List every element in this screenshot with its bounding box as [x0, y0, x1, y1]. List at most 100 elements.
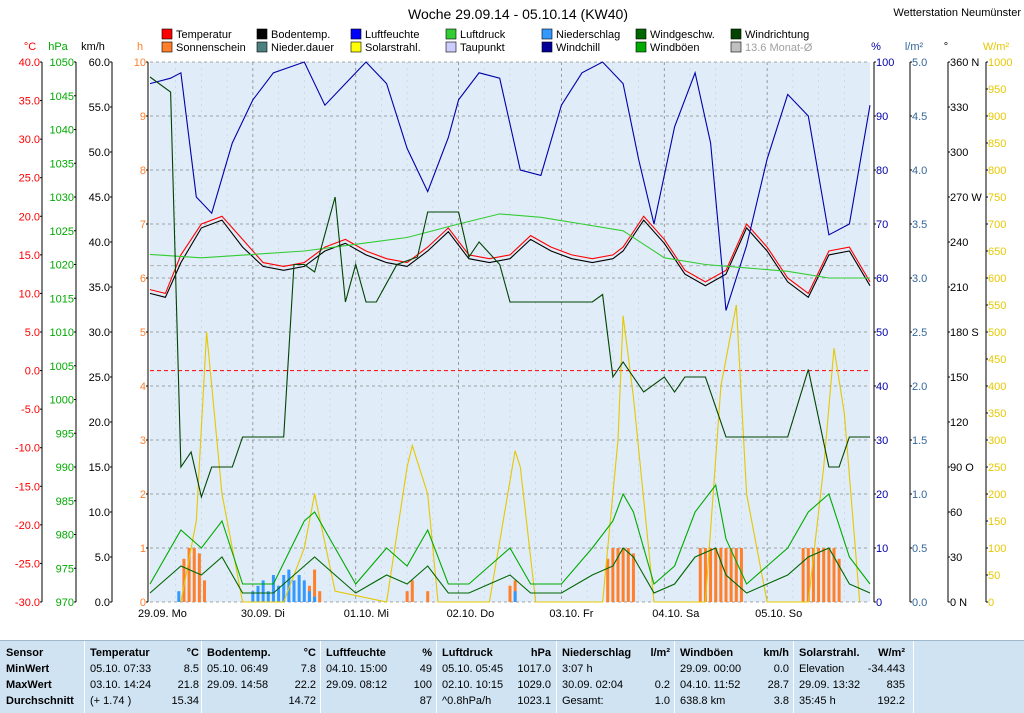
wind-unit-label: km/h — [81, 41, 105, 53]
humidity-tick-label: 80 — [876, 165, 888, 177]
stats-column-separator — [320, 641, 321, 713]
solar-tick-label: 600 — [988, 273, 1006, 285]
sun-tick-label: 2 — [140, 489, 146, 501]
pressure-tick-label: 1010 — [50, 327, 74, 339]
rain-tick-label: 3.5 — [912, 219, 927, 231]
stats-cell-label: 29.09. 08:12 — [326, 679, 388, 691]
stats-cell-value: 49 — [419, 663, 432, 675]
rain-tick-label: 4.5 — [912, 111, 927, 123]
temp-tick-label: -10.0 — [15, 443, 40, 455]
x-axis-labels: 29.09. Mo 30.09. Di 01.10. Mi 02.10. Do 03.1… — [138, 608, 802, 620]
line-windben — [149, 483, 871, 585]
stats-column-separator — [84, 641, 85, 713]
temp-tick-label: -30.0 — [15, 597, 40, 609]
bar-sonnenschein — [698, 548, 702, 602]
stats-column-title: Solarstrahl. — [799, 647, 860, 659]
stats-cell-value: 7.8 — [300, 663, 316, 675]
stats-cell-label: ^0.8hPa/h — [442, 695, 492, 707]
bar-sonnenschein — [734, 548, 738, 602]
statistics-table: Sensor MinWert MaxWert Durchschnitt Temperat… — [0, 640, 1024, 713]
humidity-tick-label: 40 — [876, 381, 888, 393]
stats-column-unit: °C — [303, 647, 316, 659]
bar-niederschlag — [256, 585, 260, 602]
wind-tick-label: 45.0 — [89, 192, 110, 204]
sun-tick-label: 7 — [140, 219, 146, 231]
stats-cell-value: 21.8 — [177, 679, 199, 691]
solar-tick-label: 1000 — [988, 57, 1012, 69]
bar-sonnenschein — [182, 558, 186, 602]
x-axis-label: 03.10. Fr — [549, 608, 593, 620]
stats-cell-value: 22.2 — [294, 679, 316, 691]
pressure-tick-label: 1035 — [50, 158, 74, 170]
humidity-tick-label: 0 — [876, 597, 882, 609]
stats-row-label: Durchschnitt — [6, 695, 74, 707]
stats-column-separator — [436, 641, 437, 713]
stats-cell-label: 05.10. 05:45 — [442, 663, 504, 675]
pressure-tick-label: 985 — [56, 496, 74, 508]
pressure-tick-label: 970 — [56, 597, 74, 609]
rain-tick-label: 4.0 — [912, 165, 927, 177]
wind-tick-label: 60.0 — [89, 57, 110, 69]
bar-sonnenschein — [806, 548, 810, 602]
temp-tick-label: 10.0 — [19, 288, 40, 300]
line-solarstrahl — [180, 304, 861, 603]
bar-sonnenschein — [729, 548, 733, 602]
line-series — [149, 61, 871, 603]
sun-tick-label: 3 — [140, 435, 146, 447]
temp-tick-label: 40.0 — [19, 57, 40, 69]
stats-column-title: Niederschlag — [562, 647, 632, 659]
bar-sonnenschein — [626, 548, 630, 602]
bar-sonnenschein — [837, 558, 841, 602]
temp-unit-label: °C — [24, 41, 36, 53]
pressure-tick-label: 990 — [56, 462, 74, 474]
bar-niederschlag — [313, 596, 317, 602]
stats-cell-value: 100 — [413, 679, 432, 691]
legend-label: Windböen — [650, 42, 700, 54]
stats-cell-value: 0.2 — [654, 679, 670, 691]
bar-sonnenschein — [508, 585, 512, 602]
legend-swatch — [256, 41, 268, 53]
legend-label: Luftdruck — [460, 29, 506, 41]
stats-column-unit: hPa — [530, 647, 551, 659]
rain-tick-label: 1.5 — [912, 435, 927, 447]
stats-column-separator — [201, 641, 202, 713]
rain-tick-label: 1.0 — [912, 489, 927, 501]
temp-tick-label: -20.0 — [15, 520, 40, 532]
pressure-tick-label: 995 — [56, 428, 74, 440]
solar-tick-label: 500 — [988, 327, 1006, 339]
stats-column-title: Temperatur — [90, 647, 150, 659]
stats-cell-value: 1029.0 — [517, 679, 551, 691]
solar-tick-label: 50 — [988, 570, 1000, 582]
bar-niederschlag — [297, 575, 301, 602]
bar-sonnenschein — [714, 548, 718, 602]
wind-tick-label: 25.0 — [89, 372, 110, 384]
solar-tick-label: 750 — [988, 192, 1006, 204]
stats-cell-label: 35:45 h — [799, 695, 836, 707]
pressure-tick-label: 1025 — [50, 226, 74, 238]
solar-tick-label: 350 — [988, 408, 1006, 420]
bar-niederschlag — [307, 591, 311, 602]
wind-tick-label: 50.0 — [89, 147, 110, 159]
temp-tick-label: 15.0 — [19, 250, 40, 262]
stats-cell-label: 3:07 h — [562, 663, 593, 675]
winddir-tick-label: 30 — [950, 552, 962, 564]
temp-tick-label: 0.0 — [25, 366, 40, 378]
chart-title: Woche 29.09.14 - 05.10.14 (KW40) — [408, 6, 628, 22]
rain-tick-label: 5.0 — [912, 57, 927, 69]
sun-tick-label: 6 — [140, 273, 146, 285]
x-axis-label: 29.09. Mo — [138, 608, 187, 620]
bar-niederschlag — [271, 575, 275, 602]
bar-sonnenschein — [817, 548, 821, 602]
temp-tick-label: -15.0 — [15, 481, 40, 493]
legend-label: Luftfeuchte — [365, 29, 419, 41]
stats-row-label: MaxWert — [6, 679, 52, 691]
bar-sonnenschein — [318, 591, 322, 602]
humidity-tick-label: 60 — [876, 273, 888, 285]
stats-column-unit: °C — [186, 647, 199, 659]
stats-cell-value: 835 — [886, 679, 905, 691]
station-name: Wetterstation Neumünster — [893, 7, 1021, 19]
legend-swatch — [730, 28, 742, 40]
rain-tick-label: 2.0 — [912, 381, 927, 393]
wind-tick-label: 55.0 — [89, 102, 110, 114]
